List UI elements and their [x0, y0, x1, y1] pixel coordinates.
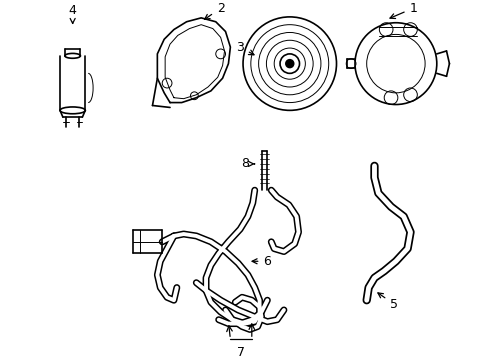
Text: 1: 1 [389, 2, 417, 18]
Text: 7: 7 [237, 346, 244, 359]
Text: 6: 6 [252, 255, 271, 268]
Text: 4: 4 [69, 4, 77, 23]
Text: 8: 8 [241, 157, 254, 170]
Text: 5: 5 [377, 293, 397, 311]
Circle shape [285, 60, 293, 68]
Text: 2: 2 [204, 2, 224, 19]
Text: 3: 3 [236, 41, 253, 55]
